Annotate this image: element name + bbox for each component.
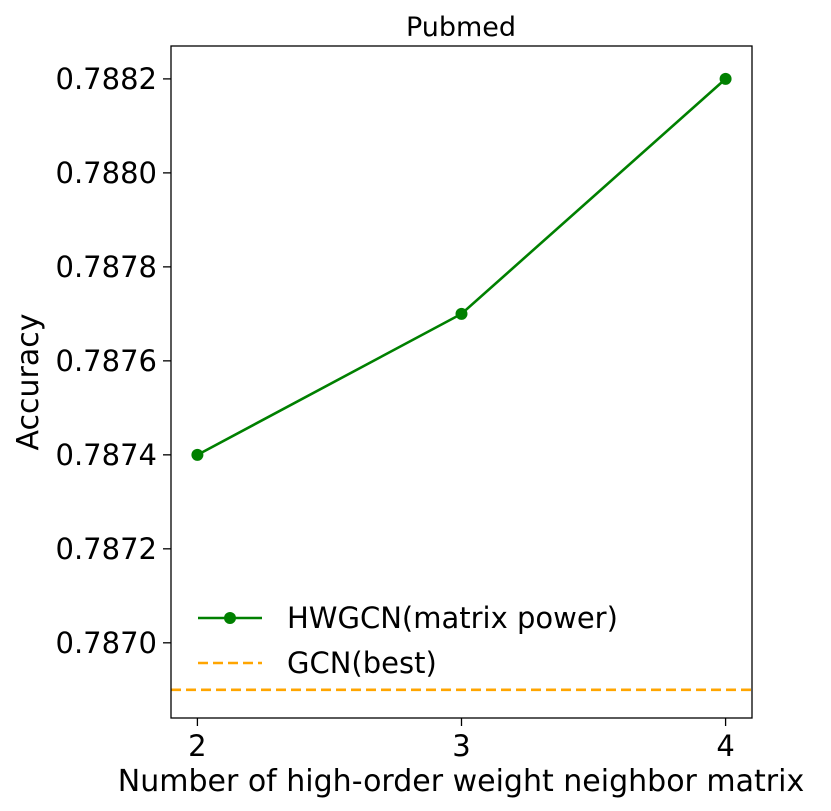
data-point-hwgcn — [191, 448, 204, 461]
x-tick-label: 3 — [452, 729, 470, 763]
series-hwgcn-line — [196, 77, 727, 456]
y-tick-label: 0.7878 — [56, 250, 157, 284]
legend-label-hwgcn: HWGCN(matrix power) — [287, 601, 618, 635]
chart-title: Pubmed — [406, 12, 516, 43]
y-tick-label: 0.7880 — [56, 156, 157, 190]
y-tick-label: 0.7882 — [56, 62, 157, 96]
x-axis-label: Number of high-order weight neighbor mat… — [118, 764, 804, 799]
y-tick-label: 0.7872 — [56, 532, 157, 566]
y-axis: 0.7870 0.7872 0.7874 0.7876 0.7878 0.7880 0.78… — [56, 62, 171, 660]
data-point-hwgcn — [455, 307, 468, 320]
y-tick-label: 0.7874 — [56, 438, 157, 472]
y-tick-label: 0.7870 — [56, 626, 157, 660]
legend: HWGCN(matrix power) GCN(best) — [198, 601, 618, 680]
legend-label-gcn: GCN(best) — [287, 646, 437, 680]
x-axis: 2 3 4 — [188, 718, 735, 763]
x-tick-label: 4 — [716, 729, 734, 763]
plot-area — [171, 72, 752, 692]
y-tick-label: 0.7876 — [56, 344, 157, 378]
plot-frame — [170, 45, 753, 719]
data-point-hwgcn — [719, 72, 732, 85]
y-axis-label: Accuracy — [11, 314, 46, 451]
x-tick-label: 2 — [188, 729, 206, 763]
legend-marker-hwgcn — [224, 612, 236, 624]
